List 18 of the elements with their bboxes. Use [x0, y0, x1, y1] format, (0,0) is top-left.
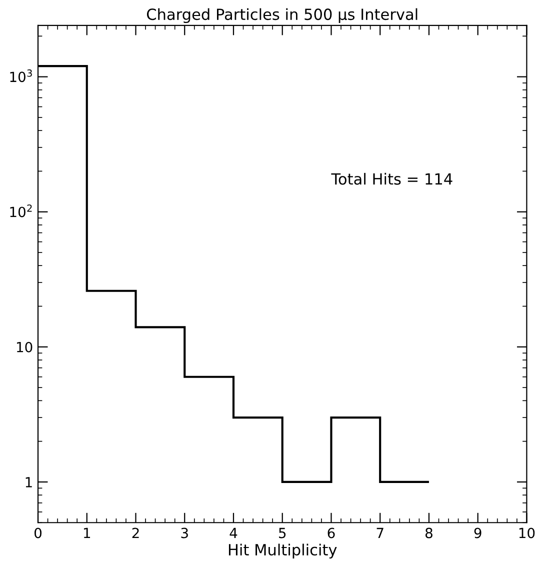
x-tick-label: 7 — [376, 528, 384, 538]
x-tick-label: 9 — [474, 528, 482, 538]
x-tick-label: 2 — [132, 528, 139, 538]
y-tick-label: 10 — [17, 342, 32, 352]
x-tick-label: 6 — [328, 528, 335, 538]
x-tick-label: 3 — [181, 528, 188, 538]
annotation: Total Hits = 114 — [331, 172, 452, 185]
x-tick-label: 5 — [279, 528, 286, 538]
x-tick-label: 4 — [230, 528, 238, 538]
chart-title: Charged Particles in 500 μs Interval — [146, 8, 418, 24]
y-tick-label: 10$^{3}$ — [10, 69, 32, 82]
x-tick-label: 10 — [519, 528, 535, 538]
x-axis-title: Hit Multiplicity — [228, 544, 337, 558]
y-tick-label: 10$^{2}$ — [10, 204, 32, 218]
x-tick-label: 1 — [84, 528, 90, 538]
x-tick-label: 0 — [34, 528, 42, 538]
y-tick-label: 1 — [26, 477, 32, 488]
x-tick-label: 8 — [425, 528, 432, 538]
